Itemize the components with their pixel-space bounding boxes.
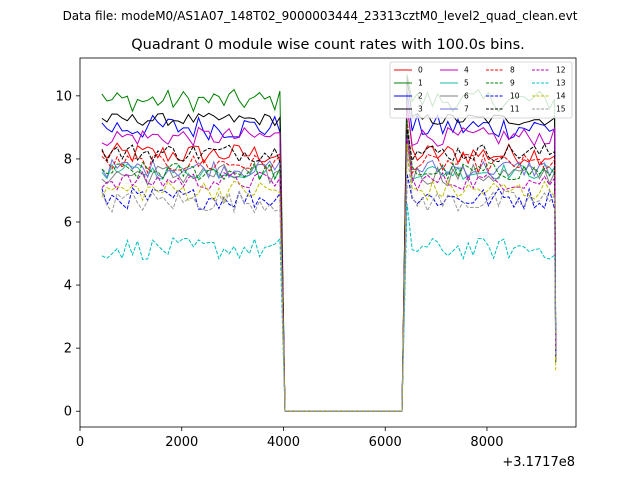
- y-tick-label: 8: [64, 152, 72, 167]
- series-line-0: [101, 104, 557, 412]
- legend-label: 5: [464, 79, 469, 88]
- series-line-13: [101, 203, 557, 412]
- legend-label: 11: [510, 105, 520, 114]
- legend-label: 10: [510, 92, 520, 101]
- y-tick-label: 10: [55, 89, 72, 104]
- x-tick-label: 4000: [267, 435, 300, 450]
- chart-title: Quadrant 0 module wise count rates with …: [131, 37, 525, 53]
- series-line-4: [101, 105, 557, 412]
- legend-label: 6: [464, 92, 469, 101]
- x-offset-label: +3.1717e8: [502, 455, 575, 470]
- legend-box: [389, 61, 573, 119]
- y-tick-label: 4: [64, 279, 72, 294]
- y-tick-label: 2: [64, 342, 72, 357]
- series-line-2: [101, 92, 557, 412]
- legend-label: 13: [556, 79, 566, 88]
- legend-label: 15: [556, 105, 566, 114]
- series-line-1: [101, 74, 557, 412]
- legend-label: 4: [464, 66, 469, 75]
- legend-label: 12: [556, 66, 566, 75]
- series-line-6: [101, 140, 557, 412]
- y-tick-label: 6: [64, 216, 72, 231]
- x-tick-label: 6000: [369, 435, 402, 450]
- legend-label: 14: [556, 92, 566, 101]
- legend-label: 9: [510, 79, 515, 88]
- legend-label: 7: [464, 105, 469, 114]
- suptitle: Data file: modeM0/AS1A07_148T02_90000034…: [63, 9, 578, 23]
- series-line-11: [101, 129, 557, 412]
- series-line-7: [101, 132, 557, 412]
- x-tick-label: 8000: [470, 435, 503, 450]
- plot-area: 0 2000 4000 6000 800002468100123456789101112…: [55, 57, 577, 450]
- legend-label: 8: [510, 66, 515, 75]
- series-line-10: [101, 173, 557, 412]
- series-line-12: [101, 138, 557, 412]
- legend-label: 0: [418, 66, 423, 75]
- x-tick-label: 0: [76, 435, 84, 450]
- x-tick-label: 2000: [165, 435, 198, 450]
- series-group: [101, 74, 557, 412]
- axes-frame: [79, 57, 577, 428]
- y-tick-label: 0: [64, 405, 72, 420]
- legend-label: 2: [418, 92, 423, 101]
- legend-label: 1: [418, 79, 423, 88]
- series-line-15: [101, 152, 557, 412]
- series-line-9: [101, 119, 557, 412]
- series-line-8: [101, 120, 557, 412]
- legend-label: 3: [418, 105, 423, 114]
- series-line-14: [101, 143, 557, 412]
